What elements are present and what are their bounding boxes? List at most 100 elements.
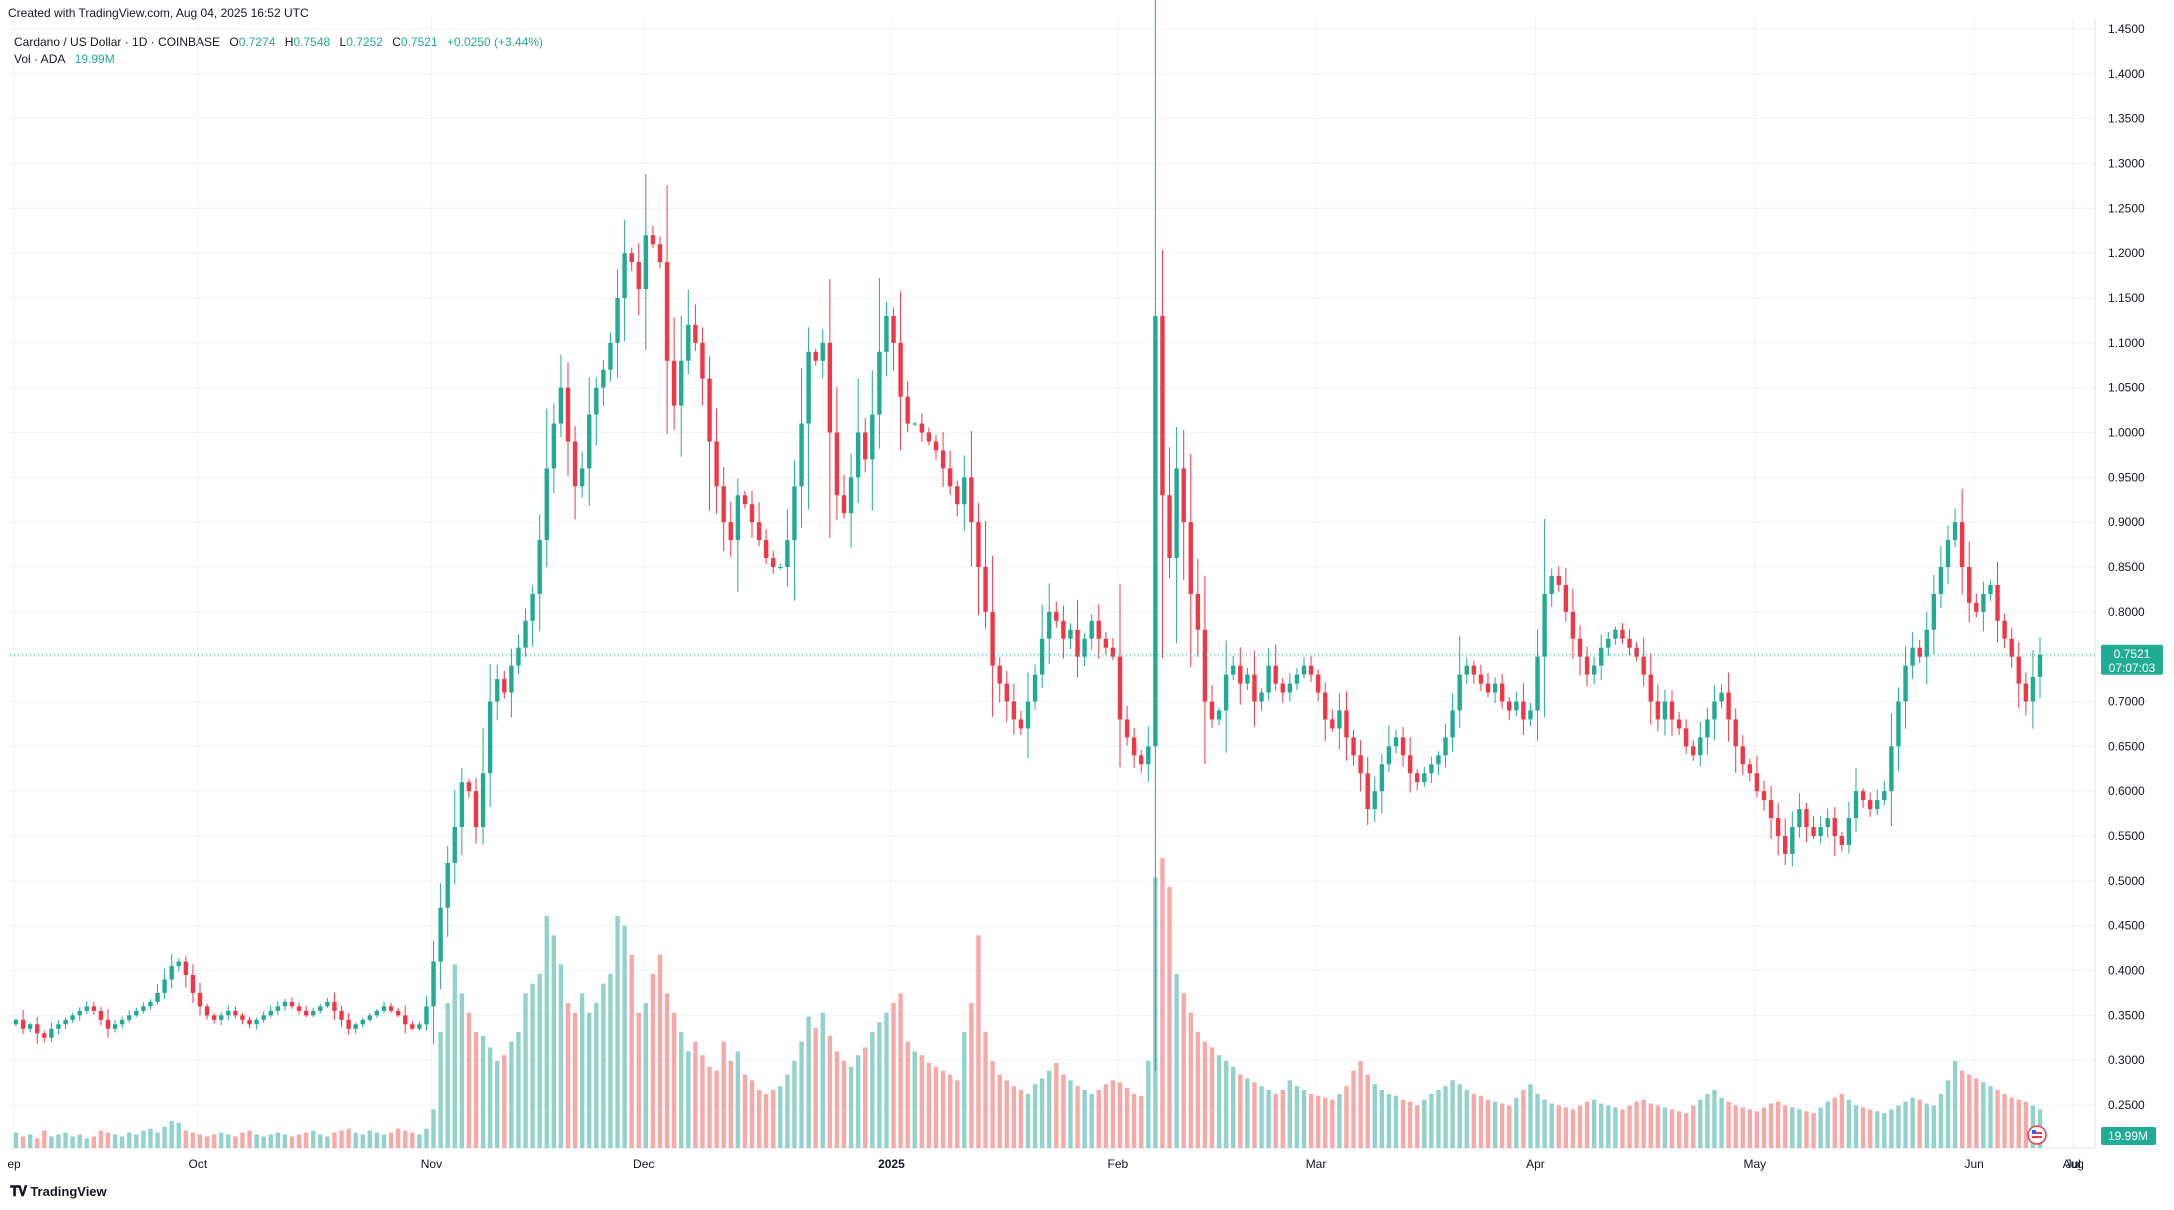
volume-bar bbox=[657, 954, 663, 1148]
candle-body bbox=[1896, 701, 1901, 747]
volume-bar bbox=[1167, 887, 1172, 1148]
candle-body bbox=[204, 1006, 210, 1016]
volume-bar bbox=[1570, 1109, 1576, 1148]
volume-bar bbox=[601, 983, 606, 1148]
candle-body bbox=[134, 1010, 139, 1016]
candle-body bbox=[155, 992, 160, 1002]
candle-body bbox=[707, 378, 712, 442]
volume-bar bbox=[1082, 1090, 1087, 1148]
volume-bar bbox=[1096, 1090, 1101, 1148]
candle-body bbox=[211, 1015, 217, 1020]
candle-body bbox=[1938, 567, 1944, 594]
candle-body bbox=[1330, 719, 1335, 729]
candle-body bbox=[990, 611, 995, 666]
candle-body bbox=[438, 907, 443, 962]
candle-body bbox=[1351, 737, 1356, 756]
x-tick-label: Nov bbox=[421, 1157, 442, 1171]
volume-bar bbox=[1620, 1109, 1625, 1148]
y-tick-label: 0.9500 bbox=[2108, 470, 2145, 484]
us-flag-icon-stripe bbox=[2032, 1132, 2042, 1134]
candle-body bbox=[785, 540, 790, 567]
candle-body bbox=[395, 1010, 401, 1016]
candle-body bbox=[268, 1010, 273, 1016]
candle-body bbox=[148, 1001, 153, 1007]
volume-bar bbox=[417, 1134, 422, 1148]
volume-bar bbox=[1443, 1086, 1448, 1148]
candle-body bbox=[1450, 710, 1455, 738]
volume-bar bbox=[105, 1132, 111, 1148]
volume-bar bbox=[296, 1134, 302, 1148]
volume-bar bbox=[1365, 1074, 1370, 1148]
candle-body bbox=[558, 387, 564, 424]
candle-body bbox=[1195, 593, 1201, 630]
volume-row: Vol · ADA 19.99M bbox=[14, 51, 543, 68]
candle-body bbox=[1860, 791, 1866, 801]
y-tick-label: 1.4000 bbox=[2108, 67, 2145, 81]
candle-body bbox=[91, 1006, 97, 1011]
volume-bar bbox=[1068, 1080, 1073, 1148]
volume-bar bbox=[884, 1012, 889, 1148]
volume-bar bbox=[410, 1132, 415, 1148]
candle-body bbox=[1018, 719, 1024, 729]
candle-body bbox=[1945, 540, 1951, 567]
volume-bar bbox=[1924, 1103, 1929, 1148]
candle-body bbox=[2030, 676, 2036, 702]
volume-bar bbox=[785, 1074, 790, 1148]
candle-body bbox=[112, 1024, 118, 1029]
volume-bar bbox=[579, 993, 585, 1148]
candle-body bbox=[1068, 629, 1073, 639]
candle-body bbox=[247, 1019, 252, 1025]
volume-bar bbox=[42, 1130, 47, 1148]
candle-body bbox=[1853, 791, 1859, 819]
volume-bar bbox=[473, 1032, 479, 1148]
candle-body bbox=[1627, 638, 1632, 648]
volume-bar bbox=[1775, 1101, 1781, 1148]
volume-bar bbox=[1528, 1084, 1533, 1148]
y-tick-label: 0.4500 bbox=[2108, 919, 2145, 933]
volume-bar bbox=[827, 1035, 833, 1148]
volume-bar bbox=[233, 1136, 238, 1148]
volume-bar bbox=[431, 1109, 436, 1148]
x-tick-label: Jun bbox=[1965, 1157, 1984, 1171]
candle-body bbox=[799, 423, 804, 487]
candle-body bbox=[1959, 522, 1965, 567]
candle-body bbox=[311, 1010, 316, 1016]
candle-body bbox=[1400, 737, 1406, 756]
volume-bar bbox=[487, 1047, 493, 1148]
volume-bar bbox=[629, 954, 634, 1148]
candle-body bbox=[657, 244, 663, 263]
candle-body bbox=[1584, 656, 1590, 675]
open-value: 0.7274 bbox=[238, 35, 276, 49]
volume-bar bbox=[1195, 1032, 1201, 1148]
volume-bar bbox=[1379, 1090, 1385, 1148]
candle-body bbox=[1323, 692, 1328, 720]
volume-bar bbox=[933, 1066, 939, 1148]
candle-body bbox=[1443, 737, 1448, 756]
candle-body bbox=[1422, 773, 1427, 783]
volume-bar bbox=[1768, 1103, 1774, 1148]
volume-bar bbox=[1613, 1107, 1618, 1148]
us-flag-icon-canton bbox=[2032, 1130, 2036, 1134]
volume-bar bbox=[1938, 1093, 1944, 1148]
candle-body bbox=[63, 1019, 68, 1025]
candle-body bbox=[127, 1015, 132, 1020]
volume-bar bbox=[735, 1051, 741, 1148]
volume-bar bbox=[1754, 1111, 1760, 1148]
volume-bar bbox=[1216, 1055, 1222, 1148]
candle-body bbox=[1768, 800, 1774, 819]
volume-bar bbox=[1139, 1095, 1144, 1148]
volume-tag bbox=[2101, 1127, 2156, 1145]
candle-body bbox=[1832, 818, 1837, 836]
candle-body bbox=[1931, 593, 1937, 630]
candle-body bbox=[1471, 665, 1477, 675]
x-tick-label: May bbox=[1743, 1157, 1766, 1171]
volume-bar bbox=[891, 1003, 896, 1148]
candle-body bbox=[509, 665, 514, 693]
candle-body bbox=[650, 235, 656, 245]
candle-body bbox=[771, 558, 776, 567]
volume-bar bbox=[495, 1061, 500, 1148]
volume-bar bbox=[1655, 1105, 1661, 1148]
volume-bar bbox=[537, 974, 542, 1148]
volume-bar bbox=[1683, 1113, 1689, 1148]
